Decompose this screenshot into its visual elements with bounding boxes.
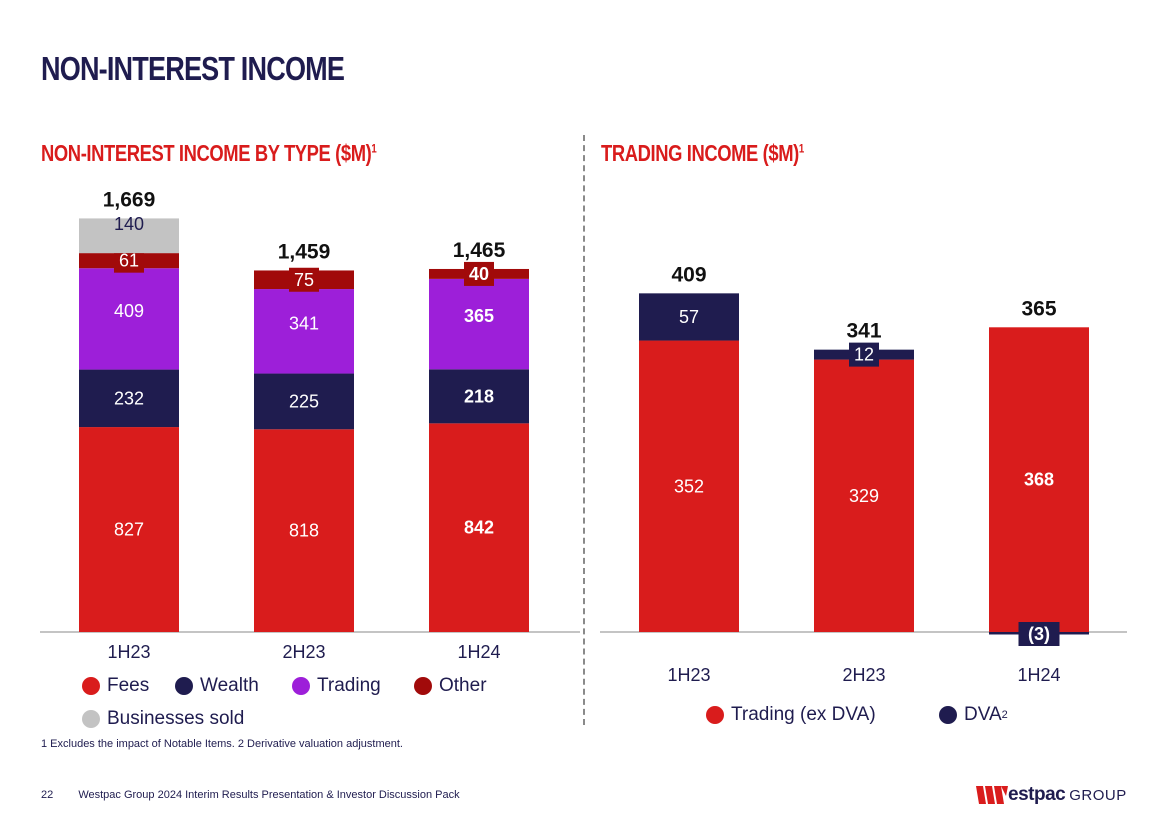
legend-item-trading-ex-dva: Trading (ex DVA): [706, 704, 876, 726]
bar-wealth-1h24: [429, 369, 529, 424]
data-label-fees-1h23: 827: [114, 520, 144, 540]
data-label-trading-2h23: 341: [289, 313, 319, 333]
chart-title-text: TRADING INCOME ($M): [601, 140, 799, 166]
footnote-ref: 1: [798, 141, 804, 156]
data-label-box-dva-1h24: [1018, 622, 1060, 646]
footer: 22 Westpac Group 2024 Interim Results Pr…: [41, 789, 460, 801]
chart-title-text: NON-INTEREST INCOME BY TYPE ($M): [41, 140, 372, 166]
data-label-fees-2h23: 818: [289, 521, 319, 541]
legend-label: Trading: [317, 675, 381, 696]
data-label-businesses-sold-1h23: 140: [114, 214, 144, 234]
category-label-2h23: 2H23: [842, 665, 885, 685]
bar-wealth-1h23: [79, 369, 179, 428]
legend-label: DVA: [964, 704, 1002, 725]
data-label-trading-ex-dva-1h24: 368: [1024, 470, 1054, 490]
legend-swatch: [82, 710, 100, 728]
total-label-1h23: 1,669: [103, 188, 156, 211]
data-label-box-dva-2h23: [849, 342, 879, 367]
legend-swatch: [414, 677, 432, 695]
data-label-trading-ex-dva-1h23: 352: [674, 476, 704, 496]
legend-swatch: [82, 677, 100, 695]
section-divider: [583, 135, 585, 725]
total-label-2h23: 1,459: [278, 240, 331, 263]
legend-footnote-ref: 2: [1001, 709, 1008, 721]
bar-dva-1h23: [639, 293, 739, 341]
legend-label: Other: [439, 675, 487, 696]
bar-trading-1h23: [79, 268, 179, 370]
non-interest-income-chart: 827 232 409 61 140 1,669 1H23 818 225 341 75 1,459 2…: [40, 188, 580, 662]
footer-text: Westpac Group 2024 Interim Results Prese…: [78, 789, 460, 801]
legend-item-wealth: Wealth: [175, 675, 259, 697]
legend-item-dva: DVA 2: [939, 704, 1008, 726]
legend-label: Businesses sold: [107, 708, 245, 729]
bar-trading-ex-dva-1h24: [989, 327, 1089, 632]
page-title: NON-INTEREST INCOME: [41, 50, 345, 87]
chart-title-trading-income: TRADING INCOME ($M)1: [601, 140, 804, 167]
data-label-other-2h23: 75: [294, 270, 314, 290]
logo-group: GROUP: [1069, 786, 1127, 804]
category-label-1h24: 1H24: [1017, 665, 1060, 685]
data-label-box-other-1h24: [464, 261, 494, 286]
data-label-wealth-2h23: 225: [289, 391, 319, 411]
data-label-wealth-1h23: 232: [114, 388, 144, 408]
data-label-trading-1h23: 409: [114, 301, 144, 321]
legend-swatch: [939, 706, 957, 724]
chart-title-non-interest-income: NON-INTEREST INCOME BY TYPE ($M)1: [41, 140, 377, 167]
westpac-logo: estpac GROUP: [976, 784, 1127, 806]
data-label-wealth-1h24: 218: [464, 386, 494, 406]
legend-swatch: [175, 677, 193, 695]
data-label-trading-1h24: 365: [464, 306, 494, 326]
bar-trading-ex-dva-1h23: [639, 340, 739, 632]
category-label-1h23: 1H23: [667, 665, 710, 685]
bar-fees-2h23: [254, 429, 354, 632]
westpac-w-icon: [976, 786, 1008, 804]
legend-label: Wealth: [200, 675, 259, 696]
data-label-other-1h24: 40: [469, 264, 489, 284]
legend-swatch: [706, 706, 724, 724]
page-number: 22: [41, 789, 54, 801]
data-label-fees-1h24: 842: [464, 518, 494, 538]
total-label-1h23: 409: [671, 263, 706, 286]
data-label-other-1h23: 61: [119, 251, 139, 271]
legend-item-trading: Trading: [292, 675, 381, 697]
total-label-1h24: 365: [1021, 297, 1056, 320]
total-label-2h23: 341: [846, 320, 881, 343]
legend-item-other: Other: [414, 675, 487, 697]
logo-wordmark: estpac: [1008, 784, 1066, 805]
bar-trading-ex-dva-2h23: [814, 359, 914, 632]
legend-item-businesses-sold: Businesses sold: [82, 708, 244, 730]
bar-trading-2h23: [254, 289, 354, 374]
legend-label: Fees: [107, 675, 150, 696]
data-label-trading-ex-dva-2h23: 329: [849, 486, 879, 506]
bar-wealth-2h23: [254, 373, 354, 430]
bar-fees-1h23: [79, 427, 179, 632]
category-label-1h23: 1H23: [107, 642, 150, 662]
data-label-dva-1h23: 57: [679, 307, 699, 327]
data-label-box-other-2h23: [289, 267, 319, 292]
legend-item-fees: Fees: [82, 675, 149, 697]
data-label-dva-1h24: (3): [1028, 624, 1050, 644]
footnote-ref: 1: [371, 141, 377, 156]
bar-fees-1h24: [429, 423, 529, 632]
legend-label: Trading (ex DVA): [731, 704, 876, 725]
data-label-dva-2h23: 12: [854, 345, 874, 365]
bar-businesses-sold-1h23: [79, 218, 179, 254]
footnote: 1 Excludes the impact of Notable Items. …: [41, 738, 403, 750]
legend-swatch: [292, 677, 310, 695]
category-label-1h24: 1H24: [457, 642, 500, 662]
bar-trading-1h24: [429, 278, 529, 370]
total-label-1h24: 1,465: [453, 239, 506, 262]
category-label-2h23: 2H23: [282, 642, 325, 662]
